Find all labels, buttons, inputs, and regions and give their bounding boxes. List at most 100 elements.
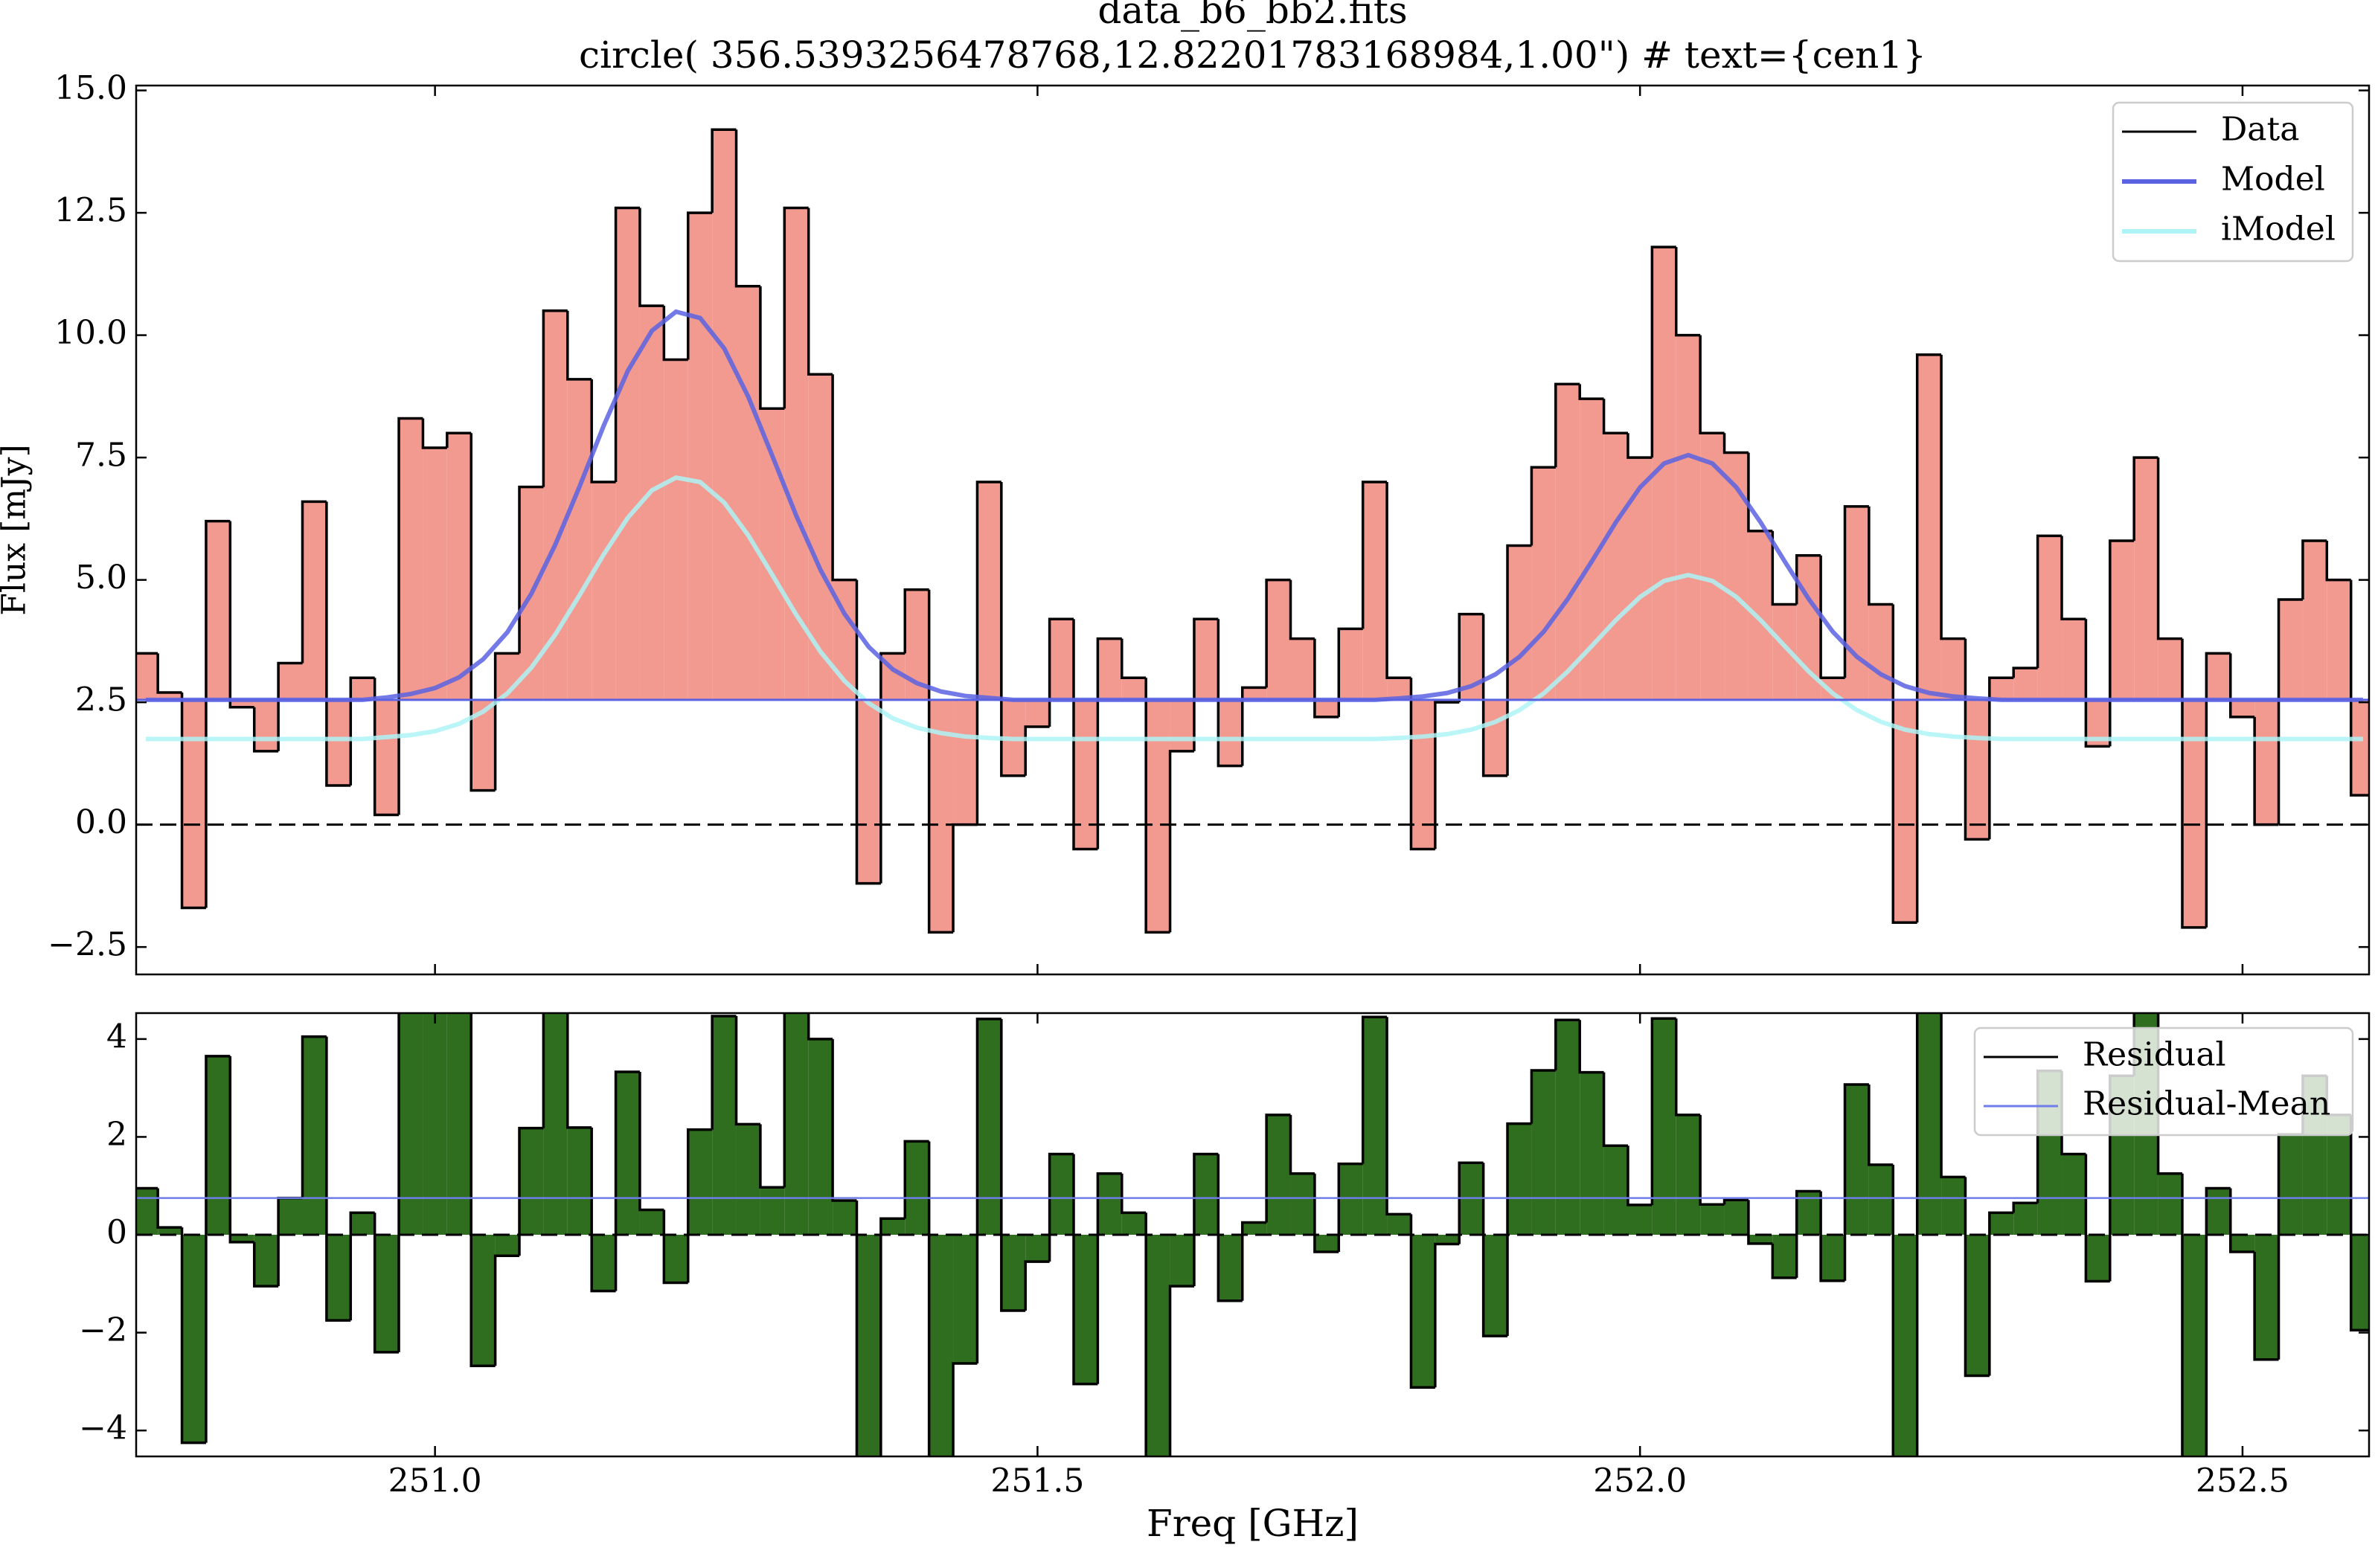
line-series xyxy=(145,475,2363,742)
bar xyxy=(1146,1235,1170,1456)
bar xyxy=(1073,699,1098,849)
bar xyxy=(1531,1070,1556,1235)
bar xyxy=(230,699,254,707)
bar xyxy=(399,418,423,700)
step-outline xyxy=(2229,1188,2255,1253)
bar xyxy=(2302,540,2327,700)
bar xyxy=(1170,1235,1194,1287)
step-outline xyxy=(952,1362,978,1456)
bar xyxy=(1314,1235,1339,1253)
step-outline xyxy=(1747,1200,1773,1245)
bar xyxy=(2109,540,2135,700)
step-outline xyxy=(590,1127,616,1293)
step-outline xyxy=(252,707,279,753)
step-outline xyxy=(1024,1260,1050,1311)
step-outline xyxy=(1000,482,1026,777)
bar xyxy=(808,1038,833,1235)
step-outline xyxy=(2109,539,2135,747)
y-tick-label: 0.0 xyxy=(75,803,127,841)
bar xyxy=(182,1235,206,1443)
step-outline xyxy=(1385,482,1411,679)
step-outline xyxy=(1024,725,1050,776)
bar xyxy=(736,1124,760,1235)
step-outline xyxy=(807,1013,833,1041)
step-outline xyxy=(2349,1114,2369,1332)
bar xyxy=(1700,433,1725,700)
legend-label: Model xyxy=(2221,161,2325,199)
step-outline xyxy=(277,661,303,751)
bar xyxy=(326,699,351,785)
step-outline xyxy=(614,1070,640,1291)
step-outline xyxy=(1675,1018,1701,1116)
step-outline xyxy=(638,208,664,307)
step-outline xyxy=(1771,1243,1797,1279)
y-tick-label: −4 xyxy=(79,1410,127,1447)
step-outline xyxy=(349,1211,375,1321)
step-outline xyxy=(1626,1146,1653,1206)
bar xyxy=(760,1187,785,1235)
step-outline xyxy=(1481,1163,1508,1337)
bar xyxy=(880,1218,906,1235)
step-outline xyxy=(1265,578,1291,688)
bar xyxy=(953,699,978,825)
step-outline xyxy=(1265,1114,1291,1223)
step-outline xyxy=(831,1038,857,1202)
bar xyxy=(1941,1177,1966,1235)
legend-label: Data xyxy=(2221,111,2299,149)
step-outline xyxy=(1144,1212,1147,1456)
bar xyxy=(543,310,568,700)
bar xyxy=(374,699,400,815)
bar xyxy=(1844,506,1869,700)
step-outline xyxy=(1554,382,1580,468)
bar xyxy=(326,1235,351,1321)
bar xyxy=(2327,579,2351,700)
step-outline xyxy=(1795,553,1821,605)
step-outline xyxy=(1361,481,1388,629)
bar xyxy=(929,699,954,933)
bar xyxy=(1218,699,1243,766)
bar xyxy=(1073,1235,1098,1384)
step-outline xyxy=(156,1188,182,1229)
bar xyxy=(278,663,303,700)
bar xyxy=(1748,1235,1773,1244)
y-tick-label: 5.0 xyxy=(75,559,127,597)
bar xyxy=(1652,1018,1676,1235)
bar xyxy=(1266,1114,1291,1235)
bar xyxy=(471,1235,496,1366)
step-outline xyxy=(903,1140,929,1219)
bar xyxy=(1411,699,1435,849)
bar xyxy=(1844,1085,1869,1235)
step-outline xyxy=(1193,1152,1219,1287)
step-outline xyxy=(228,521,254,709)
bar xyxy=(205,521,231,700)
step-outline xyxy=(1554,1018,1580,1070)
bar xyxy=(567,1127,592,1235)
y-tick-label: −2 xyxy=(79,1311,127,1349)
bar xyxy=(1242,1222,1267,1235)
bar xyxy=(350,1212,375,1235)
bar xyxy=(664,359,688,700)
step-outline xyxy=(855,579,881,885)
step-outline xyxy=(2036,534,2062,669)
bar xyxy=(205,1055,231,1235)
step-outline xyxy=(180,1227,206,1445)
step-outline xyxy=(1602,1072,1628,1148)
y-axis-label: Flux [mJy] xyxy=(0,444,33,615)
bar xyxy=(2062,1154,2086,1235)
bar xyxy=(736,286,760,700)
step-outline xyxy=(301,500,327,663)
step-outline xyxy=(1217,1154,1243,1302)
step-outline xyxy=(1193,617,1219,751)
bar xyxy=(592,482,616,700)
bar xyxy=(1965,699,1990,840)
bar xyxy=(1580,1072,1604,1235)
bar xyxy=(808,374,833,700)
x-tick-label: 251.0 xyxy=(388,1462,482,1500)
bar xyxy=(254,1235,279,1287)
step-outline xyxy=(1168,750,1194,933)
step-outline xyxy=(1988,676,2014,840)
bar xyxy=(2254,699,2279,825)
bar xyxy=(639,1209,664,1235)
bar xyxy=(1965,1235,1990,1376)
